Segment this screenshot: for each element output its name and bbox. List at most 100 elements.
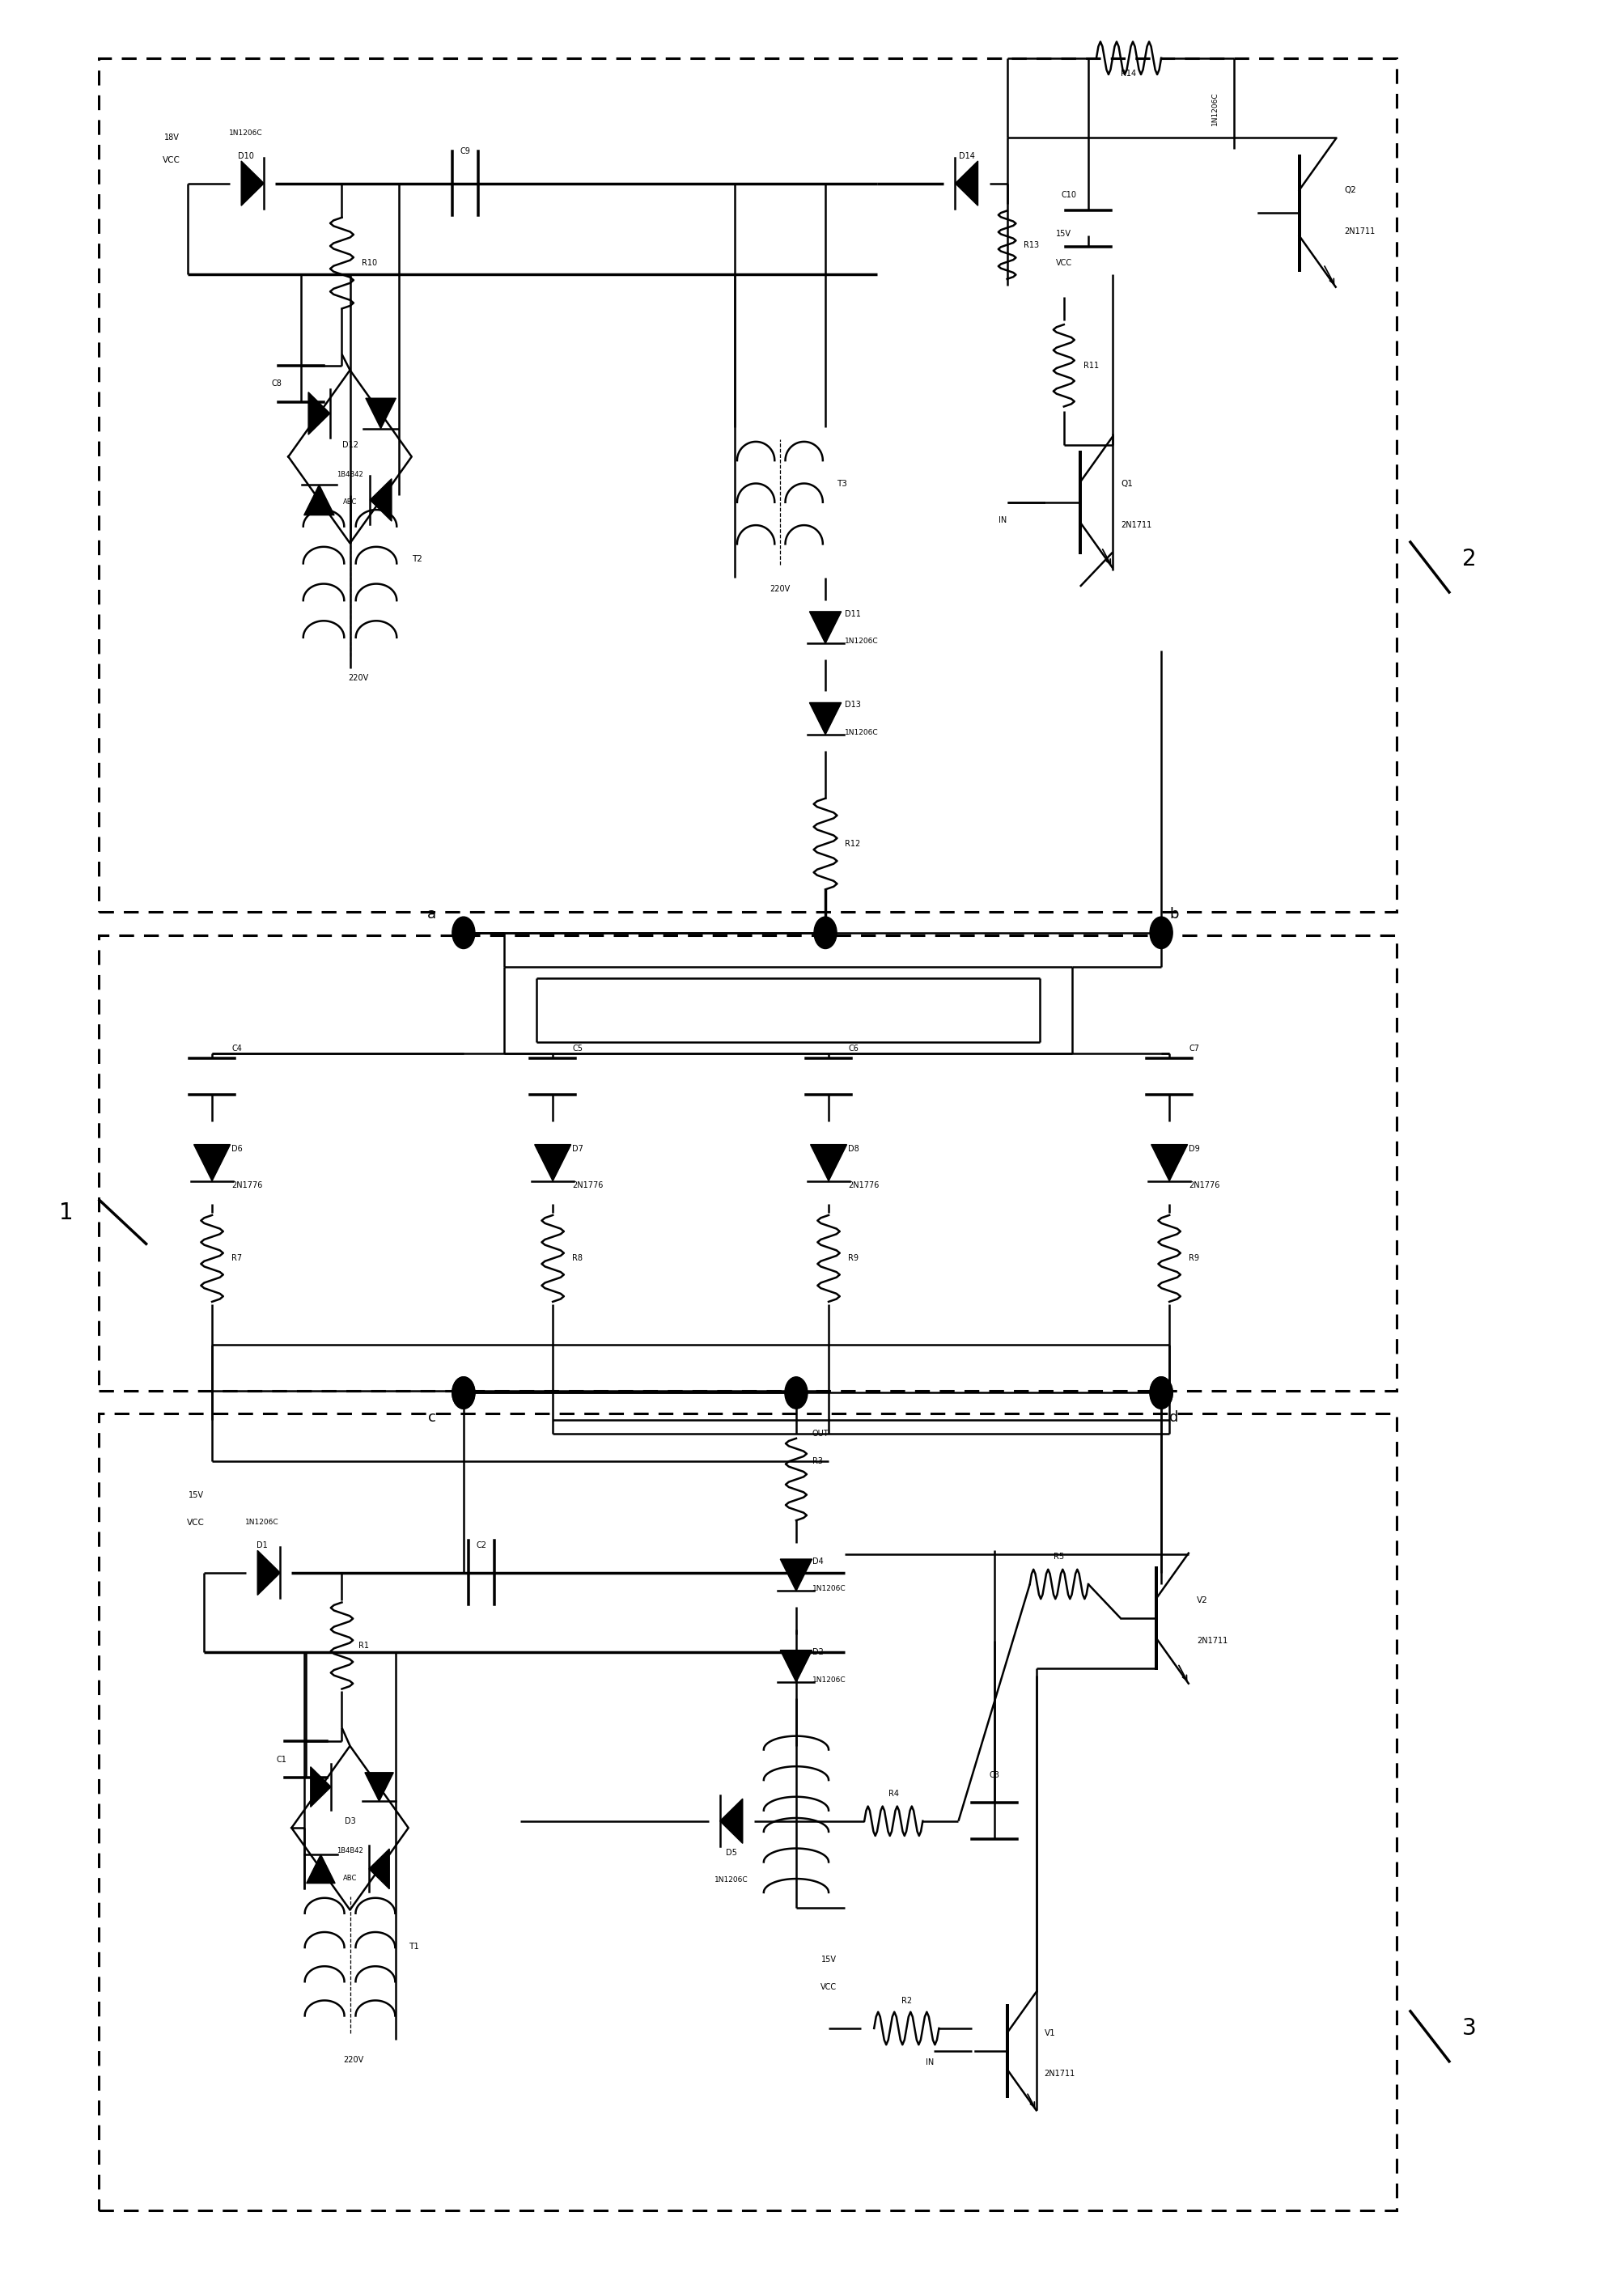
Text: R14: R14: [1121, 71, 1135, 78]
Text: Q2: Q2: [1345, 187, 1356, 194]
Text: C9: C9: [460, 148, 471, 155]
Text: D3: D3: [344, 1817, 356, 1824]
Text: 2N1776: 2N1776: [572, 1181, 603, 1190]
Text: C7: C7: [1189, 1044, 1199, 1053]
Bar: [99, 935, 1397, 1391]
Text: 1N1206C: 1N1206C: [844, 638, 879, 645]
Text: D11: D11: [844, 609, 861, 618]
Text: IN: IN: [999, 515, 1007, 524]
Text: V2: V2: [1197, 1596, 1208, 1605]
Text: R11: R11: [1083, 363, 1098, 369]
Text: 1N1206C: 1N1206C: [812, 1676, 846, 1683]
Polygon shape: [304, 486, 335, 515]
Polygon shape: [809, 611, 841, 643]
Polygon shape: [1151, 1145, 1187, 1181]
Circle shape: [451, 917, 474, 948]
Polygon shape: [780, 1560, 812, 1591]
Text: C3: C3: [989, 1772, 999, 1778]
Text: d: d: [1169, 1411, 1177, 1425]
Text: 15V: 15V: [1056, 230, 1072, 237]
Text: C1: C1: [276, 1756, 286, 1765]
Polygon shape: [240, 162, 263, 205]
Text: R1: R1: [357, 1642, 369, 1651]
Text: 3: 3: [1462, 2018, 1476, 2041]
Text: V1: V1: [1044, 2029, 1056, 2036]
Text: R9: R9: [1189, 1254, 1199, 1263]
Text: 1N1206C: 1N1206C: [812, 1585, 846, 1591]
Text: 2N1711: 2N1711: [1345, 228, 1376, 235]
Text: 1N1206C: 1N1206C: [229, 130, 263, 137]
Bar: [99, 57, 1397, 912]
Text: 2N1711: 2N1711: [1044, 2070, 1075, 2077]
Text: VCC: VCC: [820, 1984, 836, 1990]
Text: b: b: [1169, 907, 1177, 921]
Text: T1: T1: [408, 1943, 419, 1949]
Circle shape: [451, 1377, 474, 1409]
Text: OUT: OUT: [812, 1430, 828, 1439]
Bar: [99, 1414, 1397, 2212]
Text: C4: C4: [231, 1044, 242, 1053]
Text: 1N1206C: 1N1206C: [715, 1876, 747, 1883]
Polygon shape: [370, 479, 391, 522]
Text: IN: IN: [926, 2059, 934, 2066]
Text: 220V: 220V: [343, 2057, 364, 2063]
Text: D2: D2: [812, 1648, 823, 1658]
Text: C6: C6: [848, 1044, 857, 1053]
Text: 1N1206C: 1N1206C: [245, 1518, 279, 1525]
Polygon shape: [309, 392, 330, 435]
Polygon shape: [257, 1550, 279, 1596]
Text: R10: R10: [361, 260, 377, 267]
Text: D12: D12: [341, 442, 357, 449]
Text: VCC: VCC: [1056, 260, 1072, 267]
Text: Q1: Q1: [1121, 481, 1132, 488]
Text: D4: D4: [812, 1557, 823, 1566]
Text: a: a: [427, 907, 435, 921]
Text: C8: C8: [271, 381, 281, 388]
Text: 2N1776: 2N1776: [848, 1181, 879, 1190]
Polygon shape: [534, 1145, 570, 1181]
Text: 2N1776: 2N1776: [1189, 1181, 1220, 1190]
Text: 1B4B42: 1B4B42: [336, 1847, 364, 1854]
Circle shape: [1150, 917, 1173, 948]
Text: D14: D14: [958, 153, 974, 160]
Polygon shape: [809, 702, 841, 734]
Polygon shape: [365, 1772, 393, 1801]
Text: R2: R2: [901, 1997, 911, 2004]
Text: R5: R5: [1054, 1553, 1064, 1562]
Text: D10: D10: [239, 153, 253, 160]
Polygon shape: [307, 1854, 335, 1883]
Text: D9: D9: [1189, 1145, 1200, 1154]
Text: R8: R8: [572, 1254, 583, 1263]
Text: 1N1206C: 1N1206C: [1210, 91, 1218, 125]
Polygon shape: [780, 1651, 812, 1683]
Text: VCC: VCC: [162, 157, 180, 164]
Text: R4: R4: [888, 1790, 898, 1797]
Text: 220V: 220V: [348, 673, 369, 682]
Polygon shape: [810, 1145, 846, 1181]
Text: ABC: ABC: [343, 1874, 357, 1881]
Text: D8: D8: [848, 1145, 859, 1154]
Circle shape: [1150, 1377, 1173, 1409]
Text: 1B4B42: 1B4B42: [336, 472, 364, 479]
Polygon shape: [369, 1849, 390, 1888]
Text: 2N1711: 2N1711: [1197, 1637, 1228, 1646]
Text: 18V: 18V: [164, 135, 179, 141]
Polygon shape: [955, 162, 978, 205]
Circle shape: [814, 917, 836, 948]
Text: 1N1206C: 1N1206C: [844, 730, 879, 736]
Text: R9: R9: [848, 1254, 857, 1263]
Text: D6: D6: [231, 1145, 242, 1154]
Text: R3: R3: [812, 1457, 822, 1466]
Circle shape: [1150, 1377, 1173, 1409]
Polygon shape: [719, 1799, 742, 1842]
Text: C5: C5: [572, 1044, 583, 1053]
Text: C10: C10: [1060, 192, 1077, 198]
Text: c: c: [427, 1411, 435, 1425]
Text: D7: D7: [572, 1145, 583, 1154]
Circle shape: [784, 1377, 807, 1409]
Polygon shape: [310, 1767, 331, 1808]
Text: 2: 2: [1462, 547, 1476, 570]
Text: 220V: 220V: [770, 584, 789, 593]
Text: 15V: 15V: [188, 1491, 203, 1500]
Polygon shape: [193, 1145, 231, 1181]
